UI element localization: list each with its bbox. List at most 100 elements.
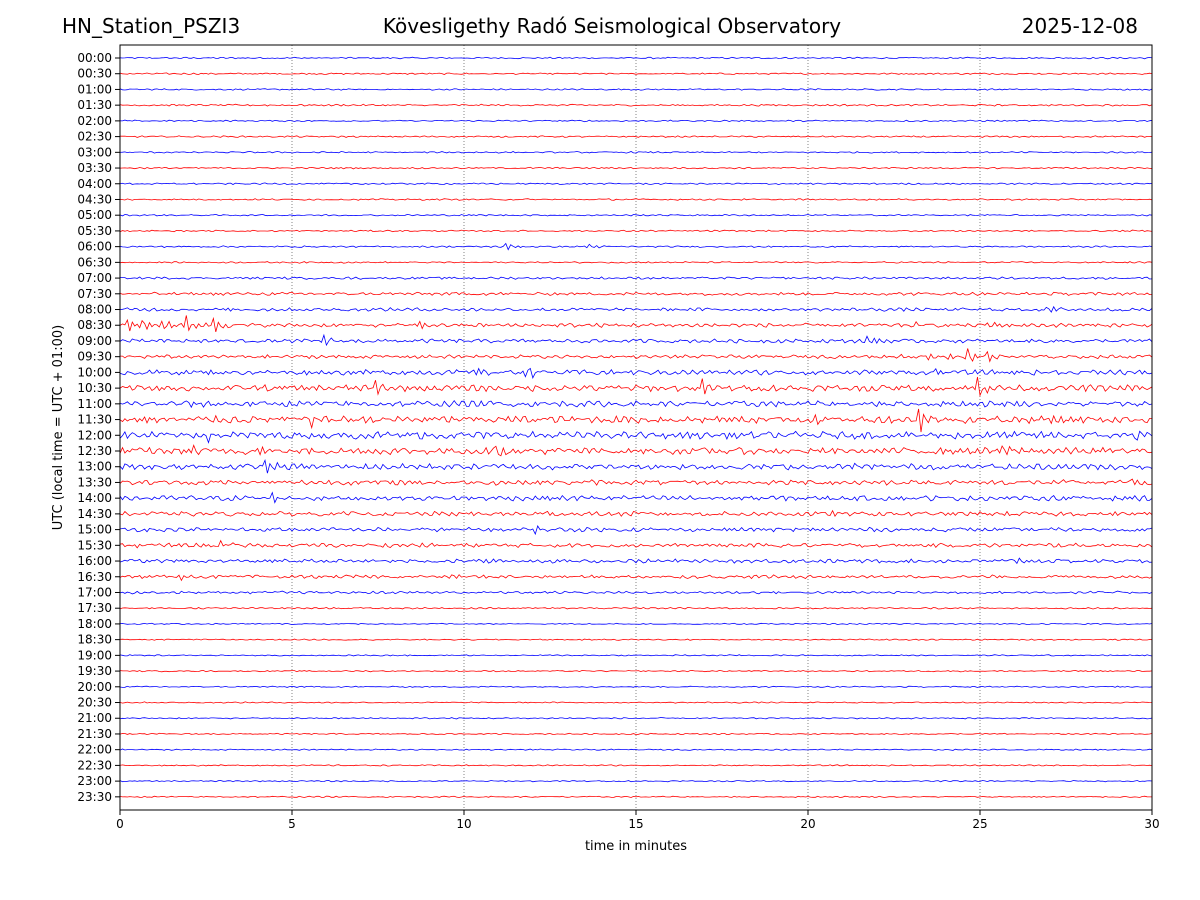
seismic-trace — [119, 478, 1153, 486]
y-tick-label: 04:00 — [77, 177, 112, 191]
seismic-trace — [120, 348, 1153, 363]
y-tick-label: 08:00 — [77, 303, 112, 317]
seismic-trace — [119, 376, 1153, 397]
observatory-title: Kövesligethy Radó Seismological Observat… — [382, 14, 842, 38]
y-tick-label: 13:30 — [77, 475, 112, 489]
y-tick-label: 15:30 — [77, 538, 112, 552]
seismic-trace — [119, 701, 1153, 704]
y-tick-label: 09:00 — [77, 334, 112, 348]
seismic-trace — [119, 151, 1153, 154]
seismic-trace — [119, 525, 1153, 536]
seismic-trace — [119, 305, 1153, 313]
seismic-trace — [119, 491, 1153, 504]
y-tick-label: 10:00 — [77, 365, 112, 379]
seismic-trace — [119, 669, 1153, 673]
y-tick-label: 04:30 — [77, 192, 112, 206]
y-axis-label: UTC (local time = UTC + 01:00) — [51, 325, 66, 530]
x-tick-label: 15 — [628, 817, 643, 831]
y-tick-label: 06:00 — [77, 240, 112, 254]
y-tick-label: 20:30 — [77, 696, 112, 710]
seismic-trace — [119, 685, 1153, 688]
x-tick-label: 30 — [1144, 817, 1159, 831]
seismic-trace — [119, 606, 1153, 610]
seismic-trace — [119, 56, 1153, 60]
y-tick-label: 21:30 — [77, 727, 112, 741]
y-tick-label: 21:00 — [77, 711, 112, 725]
y-tick-label: 17:30 — [77, 601, 112, 615]
seismic-trace — [119, 242, 1153, 251]
y-tick-label: 19:00 — [77, 648, 112, 662]
seismic-trace — [119, 72, 1153, 75]
y-tick-label: 23:00 — [77, 774, 112, 788]
y-tick-label: 17:00 — [77, 585, 112, 599]
trace-group — [119, 56, 1153, 798]
y-tick-label: 07:30 — [77, 287, 112, 301]
x-ticks: 0 5 10 15 20 25 30 — [116, 810, 1160, 831]
y-tick-label: 13:00 — [77, 460, 112, 474]
seismic-trace — [119, 748, 1153, 751]
y-tick-label: 09:30 — [77, 350, 112, 364]
y-tick-label: 16:00 — [77, 554, 112, 568]
station-title: HN_Station_PSZI3 — [62, 14, 241, 38]
seismic-trace — [119, 103, 1153, 107]
y-tick-label: 03:30 — [77, 161, 112, 175]
seismic-trace — [119, 261, 1153, 264]
seismic-trace — [119, 276, 1153, 280]
seismic-trace — [119, 590, 1153, 595]
y-tick-label: 08:30 — [77, 318, 112, 332]
seismic-trace — [120, 135, 1153, 138]
x-tick-label: 20 — [800, 817, 815, 831]
seismic-trace — [119, 400, 1153, 409]
x-tick-label: 5 — [288, 817, 296, 831]
seismic-trace — [119, 166, 1153, 170]
seismic-trace — [119, 408, 1153, 433]
seismic-trace — [119, 764, 1153, 767]
y-tick-label: 14:30 — [77, 507, 112, 521]
seismic-trace — [119, 574, 1153, 582]
y-tick-label: 10:30 — [77, 381, 112, 395]
seismic-trace — [119, 229, 1153, 233]
date-title: 2025-12-08 — [1021, 14, 1138, 38]
x-tick-label: 25 — [972, 817, 987, 831]
seismic-trace — [119, 182, 1153, 186]
y-tick-label: 15:00 — [77, 523, 112, 537]
y-tick-label: 02:30 — [77, 130, 112, 144]
seismic-trace — [119, 780, 1153, 783]
x-tick-label: 0 — [116, 817, 124, 831]
seismic-trace — [119, 557, 1153, 565]
y-tick-label: 14:00 — [77, 491, 112, 505]
y-tick-label: 05:00 — [77, 208, 112, 222]
seismic-trace — [119, 367, 1153, 380]
seismic-trace — [119, 315, 1153, 333]
y-tick-label: 05:30 — [77, 224, 112, 238]
y-tick-label: 22:30 — [77, 758, 112, 772]
y-tick-label: 23:30 — [77, 790, 112, 804]
seismic-trace — [119, 119, 1153, 123]
y-tick-label: 01:30 — [77, 98, 112, 112]
x-axis-label: time in minutes — [585, 839, 687, 854]
y-tick-label: 18:00 — [77, 617, 112, 631]
y-tick-label: 07:00 — [77, 271, 112, 285]
seismic-trace — [119, 622, 1153, 626]
seismic-trace — [119, 430, 1153, 444]
seismic-trace — [119, 213, 1153, 217]
seismic-trace — [119, 444, 1153, 457]
y-tick-label: 18:30 — [77, 633, 112, 647]
seismic-trace — [119, 333, 1153, 347]
seismic-trace — [119, 638, 1153, 641]
seismic-trace — [119, 795, 1152, 798]
x-tick-label: 10 — [456, 817, 471, 831]
seismic-trace — [119, 654, 1153, 657]
y-tick-label: 00:30 — [77, 67, 112, 81]
seismic-trace — [119, 509, 1153, 518]
y-tick-label: 01:00 — [77, 82, 112, 96]
y-tick-label: 03:00 — [77, 145, 112, 159]
seismic-trace — [119, 198, 1153, 201]
y-tick-label: 11:00 — [77, 397, 112, 411]
y-tick-label: 20:00 — [77, 680, 112, 694]
grid-lines — [291, 45, 981, 810]
y-tick-label: 19:30 — [77, 664, 112, 678]
seismic-trace — [119, 458, 1153, 474]
y-tick-label: 02:00 — [77, 114, 112, 128]
